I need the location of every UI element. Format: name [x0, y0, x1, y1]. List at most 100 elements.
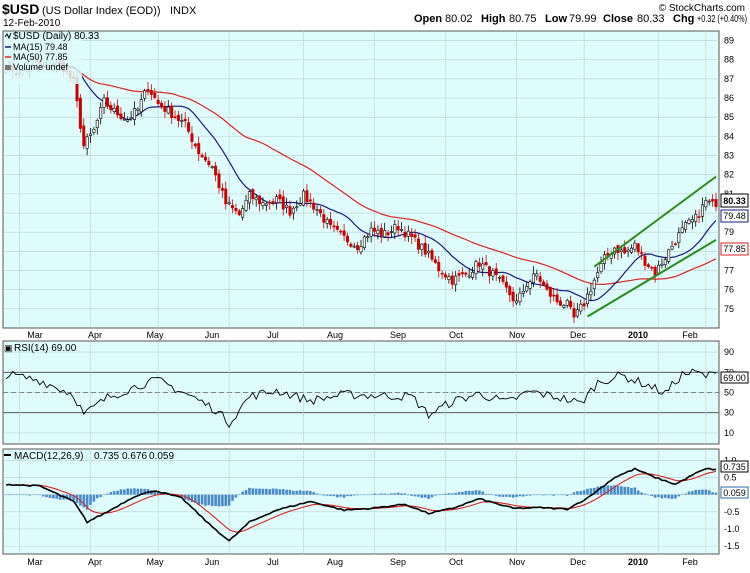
macd-histogram-bar [112, 491, 116, 495]
macd-histogram-bar [396, 492, 400, 495]
macd-legend-signal: 0.676 [122, 451, 147, 462]
candle-body [545, 283, 549, 290]
candle-body [629, 247, 633, 253]
candle-body [487, 266, 491, 277]
candle-body [251, 189, 255, 199]
candle-body [369, 227, 373, 237]
macd-histogram-bar [373, 493, 376, 495]
x-tick-label: Mar [27, 557, 43, 567]
macd-histogram-bar [400, 493, 403, 495]
macd-histogram-bar [653, 494, 657, 498]
candle-body [129, 117, 133, 120]
candle-body [278, 194, 282, 200]
macd-histogram-bar [231, 494, 234, 501]
candle-body [640, 252, 644, 254]
macd-histogram-bar [383, 493, 386, 495]
candle-body [166, 106, 170, 114]
macd-histogram-bar [214, 494, 217, 506]
x-tick-label: Aug [327, 557, 343, 567]
x-tick-label: Jun [205, 330, 220, 340]
macd-histogram-bar [623, 486, 627, 495]
macd-histogram-bar [325, 494, 329, 496]
macd-histogram-bar [285, 489, 288, 495]
macd-histogram-bar [38, 494, 42, 496]
macd-histogram-bar [45, 494, 48, 498]
macd-histogram-bar [701, 489, 704, 495]
candle-body [308, 199, 312, 202]
macd-histogram-bar [72, 494, 75, 501]
candle-body [714, 199, 718, 208]
ma15-legend: MA(15) 79.48 [13, 42, 68, 52]
candle-body [329, 218, 333, 225]
macd-histogram-bar [302, 491, 305, 495]
macd-histogram-bar [542, 494, 545, 496]
candle-body [548, 287, 552, 297]
rsi-line [5, 368, 717, 429]
candle-body [535, 273, 539, 277]
macd-histogram-bar [288, 489, 292, 495]
candle-body [572, 308, 576, 318]
macd-histogram-bar [281, 489, 285, 495]
candle-body [193, 143, 197, 147]
candle-body [650, 266, 654, 269]
macd-histogram-bar [714, 492, 718, 495]
macd-histogram-bar [532, 494, 535, 496]
macd-histogram-bar [28, 494, 31, 496]
candle-body [599, 263, 603, 272]
macd-histogram-bar [55, 494, 59, 499]
candle-body [596, 272, 600, 278]
candle-body [187, 122, 191, 132]
macd-histogram-bar [511, 494, 515, 498]
macd-histogram-bar [545, 494, 549, 496]
candle-body [491, 270, 495, 277]
candle-body [444, 274, 448, 278]
candle-body [690, 219, 694, 223]
candle-body [494, 268, 498, 276]
macd-histogram-bar [616, 485, 620, 495]
macd-histogram-bar [14, 494, 18, 496]
candle-body [241, 208, 245, 218]
macd-histogram-bar [407, 494, 410, 496]
candle-body [396, 226, 400, 231]
candle-body [217, 173, 221, 189]
macd-histogram-bar [603, 486, 606, 495]
candle-body [515, 300, 519, 304]
candle-body [525, 286, 529, 292]
macd-histogram-bar [221, 494, 224, 507]
candle-body [362, 236, 366, 248]
candle-body [423, 242, 427, 255]
macd-histogram-bar [251, 488, 255, 495]
candle-body [207, 160, 211, 166]
chg-value: +0.32 (+0.40%) [697, 14, 747, 25]
candle-body [569, 300, 573, 308]
macd-histogram-bar [687, 491, 691, 495]
ma50-price-tag-text: 77.85 [723, 244, 746, 254]
ma15-price-tag-text: 79.48 [723, 211, 746, 221]
chart-date: 12-Feb-2010 [3, 18, 61, 29]
macd-histogram-bar [102, 494, 106, 496]
price-tick-label: 87 [724, 74, 734, 84]
macd-histogram-bar [82, 494, 86, 508]
candle-body [132, 108, 136, 120]
candle-body [687, 219, 691, 224]
axis-tick-labels: 7576777879808182838485868788891030507090… [724, 36, 740, 552]
macd-histogram-bar [275, 488, 278, 495]
candle-body [318, 209, 322, 214]
macd-histogram-bar [650, 494, 654, 497]
candle-body [504, 281, 508, 288]
candle-body [450, 275, 454, 285]
macd-histogram-bar [237, 494, 241, 495]
ma50-line [5, 64, 717, 286]
macd-histogram-bar [241, 491, 244, 495]
candle-body [565, 300, 569, 306]
macd-histogram-bar [410, 494, 414, 496]
candle-body [623, 247, 627, 254]
macd-histogram-bar [640, 492, 643, 495]
candle-body [477, 262, 481, 267]
macd-histogram-bar [606, 485, 610, 495]
candle-body [460, 272, 464, 275]
symbol: $USD [2, 1, 39, 17]
macd-histogram-bar [440, 494, 444, 495]
candle-body [200, 154, 204, 158]
